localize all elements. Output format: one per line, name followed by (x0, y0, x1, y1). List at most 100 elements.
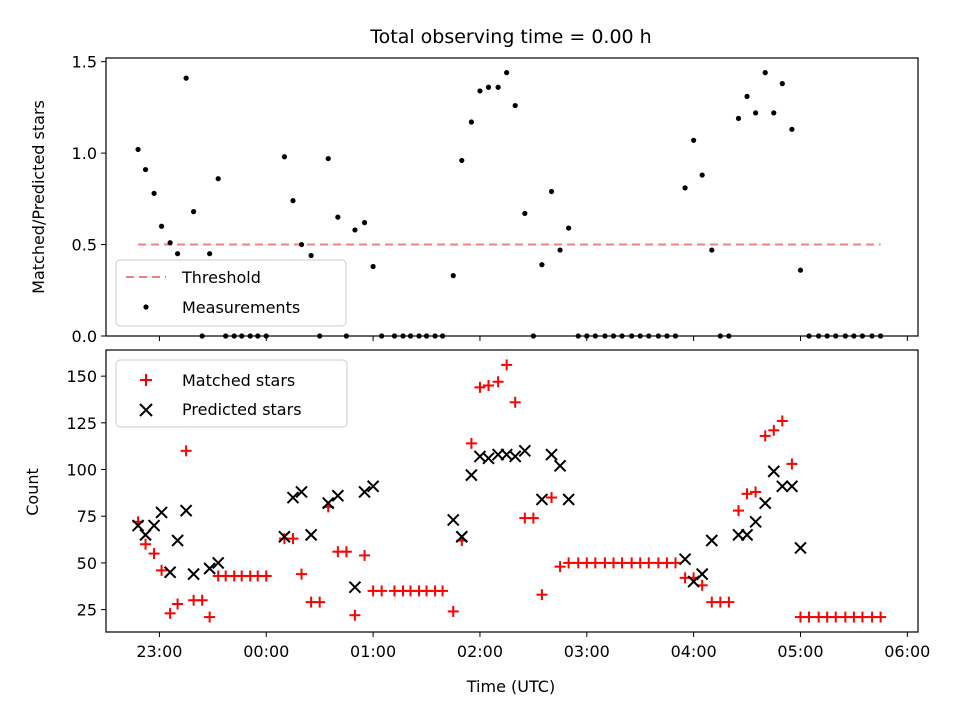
measurement-point (335, 214, 341, 220)
x-tick-label: 01:00 (350, 642, 396, 661)
top-y-axis-label: Matched/Predicted stars (29, 100, 48, 294)
measurement-point (142, 166, 149, 173)
measurement-point (735, 115, 742, 121)
predicted-point (348, 580, 362, 594)
measurement-point (557, 247, 563, 253)
bottom-axes-frame (105, 349, 919, 633)
predicted-point (740, 528, 754, 542)
matched-point (554, 561, 566, 573)
measurement-point (744, 93, 750, 100)
measurement-point (512, 102, 518, 109)
measurement-point (151, 190, 157, 196)
matched-point (741, 488, 753, 500)
measurement-point (682, 185, 688, 191)
matched-point (669, 557, 681, 569)
matched-point (474, 381, 486, 393)
x-tick-label: 06:00 (884, 642, 930, 661)
legend-matched-label: Matched stars (182, 371, 295, 390)
bottom-y-tick-label: 125 (66, 414, 97, 433)
measurement-point (699, 172, 705, 178)
matched-point (482, 379, 494, 391)
measurement-point (762, 70, 768, 76)
matched-point (296, 568, 308, 580)
measurement-point (308, 252, 314, 259)
predicted-point (545, 448, 558, 461)
x-tick-label: 02:00 (457, 642, 503, 661)
predicted-point (179, 504, 193, 517)
measurement-point (325, 155, 331, 162)
x-tick-label: 23:00 (136, 642, 182, 661)
predicted-point (482, 452, 495, 465)
predicted-point (455, 530, 468, 543)
top-y-tick-label: 1.5 (72, 53, 97, 72)
predicted-point (535, 493, 549, 506)
measurement-point (753, 110, 759, 116)
legend-threshold-label: Threshold (181, 268, 261, 287)
matched-point (314, 596, 326, 608)
legend-predicted-label: Predicted stars (182, 400, 302, 419)
legend-matched-swatch (140, 374, 152, 386)
measurement-point (477, 88, 483, 94)
matched-point (527, 512, 539, 524)
predicted-point (759, 496, 772, 510)
matched-point (164, 607, 176, 619)
matched-point (465, 437, 477, 449)
predicted-point (553, 459, 567, 472)
predicted-point (678, 552, 692, 566)
matched-point (589, 557, 601, 569)
predicted-point (767, 465, 780, 478)
chart-title: Total observing time = 0.00 h (369, 26, 651, 48)
measurement-point (504, 70, 510, 76)
predicted-point (278, 530, 291, 543)
matched-point (546, 492, 558, 504)
predicted-point (785, 480, 799, 493)
measurement-point (789, 126, 795, 132)
top-panel: 0.0 0.5 1.0 1.5 Matched/Predicted stars Thr… (29, 53, 919, 346)
matched-point (786, 458, 798, 470)
matched-point (447, 605, 459, 617)
predicted-point (203, 562, 216, 575)
x-tick-label: 05:00 (777, 642, 823, 661)
predicted-point (562, 493, 575, 506)
predicted-point (163, 566, 177, 579)
measurement-point (709, 247, 715, 253)
matched-point (509, 396, 521, 408)
predicted-point (331, 489, 345, 502)
matched-point (536, 589, 548, 601)
top-legend-box (115, 259, 347, 327)
predicted-point (358, 485, 371, 499)
x-axis-label: Time (UTC) (466, 677, 555, 696)
legend-predicted-swatch (139, 403, 153, 417)
measurement-point (158, 223, 165, 229)
matched-point (750, 486, 762, 498)
measurement-point (485, 84, 492, 90)
measurement-point (370, 263, 376, 270)
matched-point (803, 611, 815, 623)
matched-point (563, 557, 575, 569)
measurement-point (771, 110, 777, 116)
predicted-point (776, 480, 789, 493)
matched-point (196, 594, 208, 606)
matched-point (501, 359, 513, 371)
predicted-point (147, 519, 161, 532)
bottom-legend: Matched stars Predicted stars (115, 359, 348, 428)
matched-point (204, 611, 216, 623)
predicted-point (705, 534, 719, 547)
measurement-point (495, 84, 501, 90)
bottom-panel: 23:00 00:00 01:00 02:00 03:00 04:00 05:00 06:00… (23, 349, 930, 696)
legend-measurements-label: Measurements (182, 298, 300, 317)
matched-point (287, 533, 299, 545)
measurement-point (468, 119, 474, 125)
matched-point (156, 564, 168, 576)
matched-point (349, 609, 361, 621)
top-legend: Threshold Measurements (115, 259, 347, 327)
top-y-tick-label: 0.5 (72, 236, 97, 255)
matched-series (132, 359, 887, 623)
predicted-point (211, 556, 225, 570)
matched-point (643, 557, 655, 569)
matched-point (768, 424, 780, 436)
matched-point (260, 570, 272, 582)
measurement-point (290, 198, 296, 204)
top-axes-frame (105, 57, 919, 337)
